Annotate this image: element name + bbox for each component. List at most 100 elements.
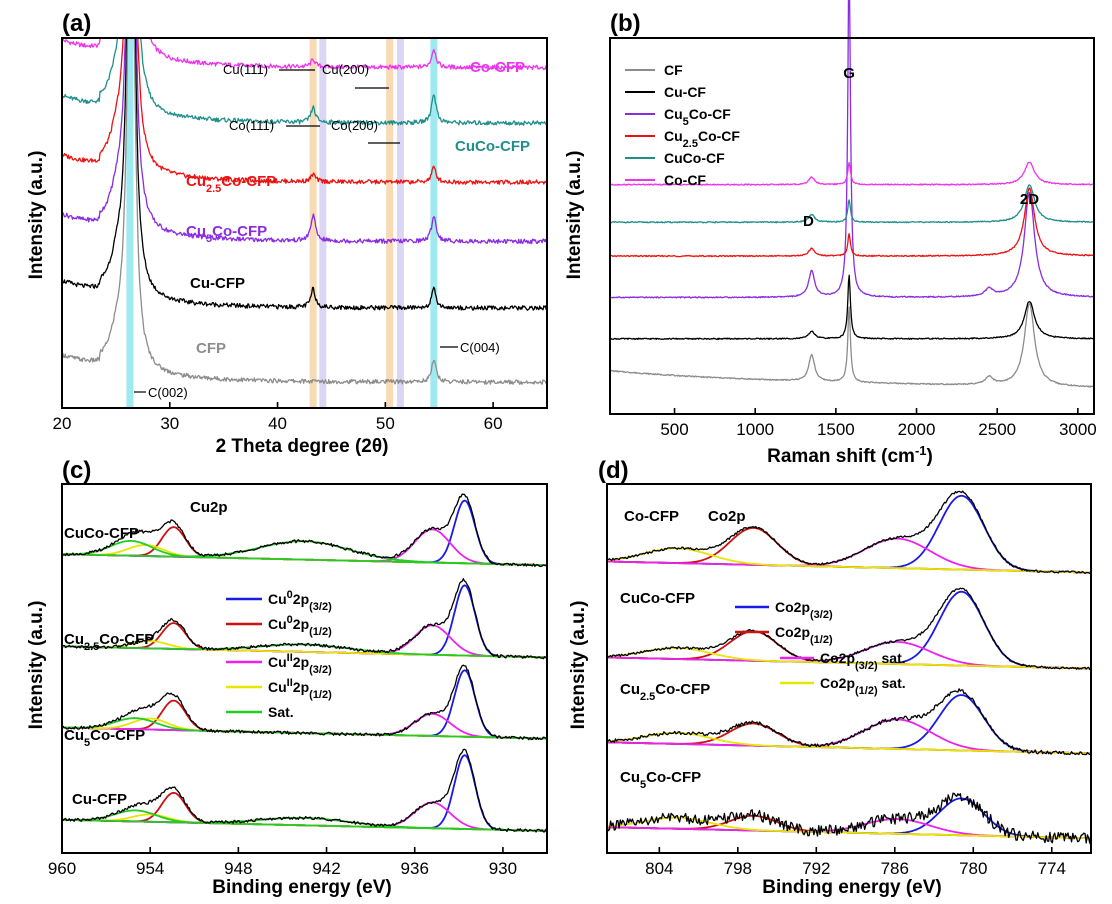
xps-raw-CuCo-CFP [607,587,1092,671]
series-label-Cu2.5Co-CFP: Cu2.5Co-CFP [64,631,154,653]
chart-title-d: Co2p [708,508,746,525]
series-label-CuCo-CFP: CuCo-CFP [64,525,139,542]
annotation-co200: Co(200) [331,118,378,133]
xps-raw-Cu5Co-CFP [61,664,548,741]
highlight-band [319,38,327,408]
raman-trace-Cu-CF [609,274,1095,340]
b-x-tick-label: 2000 [898,420,936,439]
panel-label-d: (d) [598,457,629,484]
x-tick-label: 954 [136,859,164,878]
series-label-CFP: CFP [196,340,226,357]
annotation-c004: C(004) [460,340,500,355]
x-tick-label: 804 [645,859,673,878]
xrd-trace-Cu-CFP [62,38,547,311]
x-tick-label: 798 [724,859,752,878]
legend-item-Cu2.5Co-CF: Cu2.5Co-CF [664,128,740,150]
raman-trace-Cu2.5Co-CF [610,187,1095,258]
series-label-Co-CFP: Co-CFP [470,59,525,76]
chart-c-cu2p-xps: CuCo-CFP Cu2.5Co-CFP Cu5Co-CFP Cu-CFP 960 954… [48,483,548,878]
raman-trace-Co-CF [609,161,1095,186]
chart-a-xrd: 20 30 40 50 60 Co-CFP CuCo-CFP Cu2.5Co-CFP Cu5Co… [53,37,548,433]
b-x-tick-label: 1500 [817,420,855,439]
xrd-trace-Cu2.5Co-CFP [62,38,547,185]
highlight-band [309,38,317,408]
xps-component-CuCo-CFP [606,647,1091,670]
series-label-Cu-CFP: Cu-CFP [190,275,245,292]
series-label-Co-CFP: Co-CFP [624,508,679,525]
axis-label-d-y: Intensity (a.u.) [568,601,589,730]
annotation-co111: Co(111) [229,118,274,133]
chart-b-raman: 500 1000 1500 2000 2500 3000 D G 2D CF Cu-CF Cu5Co-… [609,0,1097,439]
plot-frame [606,483,1092,854]
annotation-cu111: Cu(111) [223,62,268,77]
annotation-c002: C(002) [148,385,188,400]
legend-item: Co2p(1/2) sat. [820,675,906,697]
plot-frame-a [61,37,548,409]
xps-raw-Cu-CFP [61,748,548,833]
series-label-Cu-CFP: Cu-CFP [72,791,127,808]
highlight-band [126,38,134,408]
peak-label-g: G [843,65,855,82]
legend-item-CF: CF [664,62,683,78]
x-tick-label: 936 [401,859,429,878]
a-x-tick-label: 40 [268,414,287,433]
xrd-traces [62,38,547,385]
xps-raw-Cu2.5Co-CFP [61,578,548,660]
legend-item-Co-CF: Co-CF [664,172,706,188]
xps-component-Co-CFP [606,547,1092,574]
panel-label-c: (c) [62,457,91,484]
legend-item-Cu5Co-CF: Cu5Co-CF [664,106,731,128]
axis-label-c-y: Intensity (a.u.) [26,601,47,730]
x-tick-label: 960 [48,859,76,878]
a-x-tick-label: 20 [53,414,72,433]
panel-label-a: (a) [62,10,91,37]
xrd-trace-CuCo-CFP [62,38,547,126]
series-label-Cu2.5Co-CFP: Cu2.5Co-CFP [186,173,276,195]
plot-frame [61,483,548,854]
x-tick-label: 948 [224,859,252,878]
annotation-cu200: Cu(200) [322,62,369,77]
highlight-band [430,38,438,408]
raman-trace-CF [610,303,1095,388]
legend-item: Cu02p(3/2) [268,589,332,613]
series-label-Cu5Co-CFP: Cu5Co-CFP [64,727,145,749]
legend-item: Co2p(3/2) sat. [820,650,906,672]
legend-item: Co2p(3/2) [775,599,833,621]
x-tick-label: 792 [802,859,830,878]
x-tick-label: 774 [1038,859,1066,878]
legend-item-Cu-CF: Cu-CF [664,84,706,100]
xps-raw-Cu5Co-CFP [606,792,1092,844]
plot-frame-b [609,37,1095,415]
axis-label-b-x: Raman shift (cm-1) [767,443,933,467]
peak-label-d: D [803,213,814,230]
xrd-trace-Co-CFP [62,38,547,71]
b-x-tick-label: 2500 [978,420,1016,439]
xps-raw-CuCo-CFP [61,493,548,568]
a-x-tick-label: 50 [376,414,395,433]
legend-item: CuII2p(3/2) [268,652,332,676]
legend-item: Co2p(1/2) [775,624,833,646]
series-label-Cu5Co-CFP: Cu5Co-CFP [620,769,701,791]
xps-raw-Cu2.5Co-CFP [607,688,1091,756]
xps-component-Cu-CFP [62,754,548,832]
series-label-CuCo-CFP: CuCo-CFP [455,138,530,155]
series-label-CuCo-CFP: CuCo-CFP [620,590,695,607]
highlight-band [396,38,404,408]
peak-label-2d: 2D [1020,191,1039,208]
xps-component-Co-CFP [607,494,1092,574]
b-x-tick-label: 1000 [736,420,774,439]
axis-label-c-x: Binding energy (eV) [212,877,391,898]
xps-component-Co-CFP [607,526,1092,574]
x-tick-label: 930 [489,859,517,878]
b-x-tick-label: 3000 [1059,420,1097,439]
a-x-tick-label: 30 [160,414,179,433]
legend-item-CuCo-CF: CuCo-CF [664,150,725,166]
x-tick-label: 942 [312,859,340,878]
panel-label-b: (b) [610,10,641,37]
xrd-trace-Cu5Co-CFP [62,38,547,245]
legend-item: CuII2p(1/2) [268,677,332,701]
axis-label-a-x: 2 Theta degree (2θ) [216,436,389,457]
x-tick-label: 786 [881,859,909,878]
highlight-band [386,38,394,408]
